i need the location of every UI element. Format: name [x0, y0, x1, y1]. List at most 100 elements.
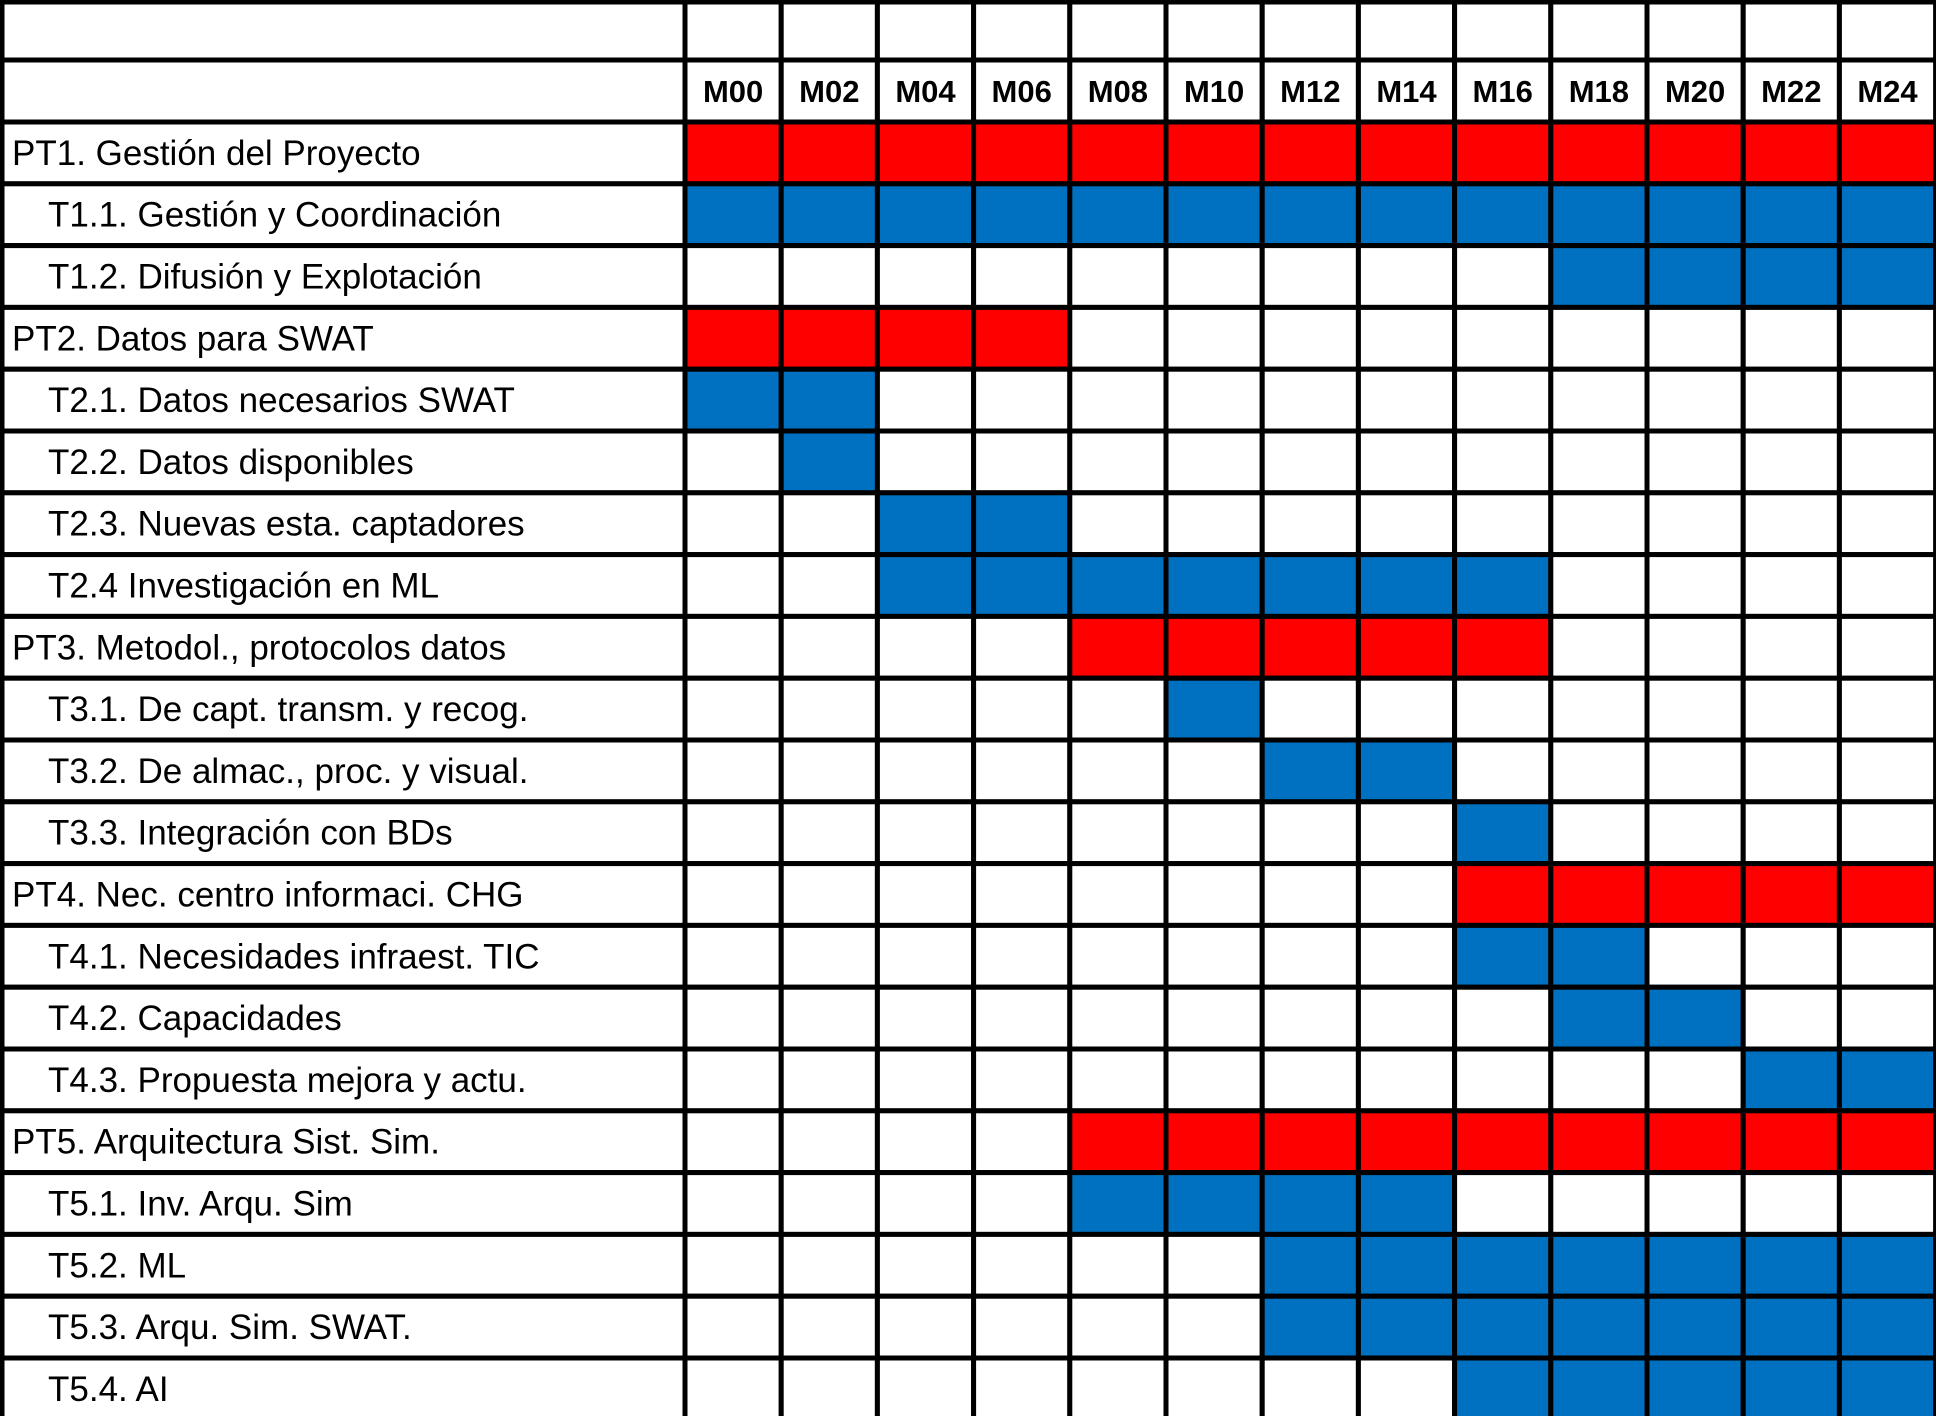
header-blank-cell — [682, 0, 784, 63]
empty-period-cell — [1355, 861, 1458, 928]
empty-period-cell — [874, 1108, 977, 1176]
empty-period-cell — [971, 675, 1073, 743]
empty-period-cell — [778, 799, 880, 867]
empty-period-cell — [1355, 243, 1458, 310]
empty-period-cell — [1836, 304, 1936, 372]
active-period-cell — [1548, 1355, 1650, 1416]
header-blank-cell — [1452, 0, 1554, 63]
active-period-cell — [1740, 1231, 1842, 1299]
month-header-cell — [682, 57, 784, 125]
empty-period-cell — [1355, 984, 1458, 1052]
row-label: T2.3. Nuevas esta. captadores — [48, 505, 525, 544]
empty-period-cell — [1452, 366, 1554, 434]
active-period-cell — [1452, 552, 1554, 619]
task-row: T4.2. Capacidades — [0, 984, 1936, 1052]
empty-period-cell — [778, 552, 880, 619]
task-row: T5.4. AI — [0, 1355, 1936, 1416]
row-label: T3.1. De capt. transm. y recog. — [48, 690, 528, 729]
active-period-cell — [1355, 1231, 1458, 1299]
empty-period-cell — [1644, 490, 1746, 558]
empty-period-cell — [1644, 922, 1746, 990]
row-label: T5.3. Arqu. Sim. SWAT. — [48, 1308, 412, 1347]
empty-period-cell — [1067, 490, 1169, 558]
active-period-cell — [1452, 922, 1554, 990]
empty-period-cell — [874, 922, 977, 990]
empty-period-cell — [1067, 799, 1169, 867]
empty-period-cell — [1163, 984, 1265, 1052]
header-month-label-cell — [0, 57, 688, 125]
empty-period-cell — [1067, 243, 1169, 310]
empty-period-cell — [1836, 490, 1936, 558]
active-period-cell — [1452, 613, 1554, 681]
month-header-cell — [1740, 57, 1842, 125]
empty-period-cell — [1355, 366, 1458, 434]
empty-period-cell — [778, 1108, 880, 1176]
row-label: T1.2. Difusión y Explotación — [48, 258, 482, 297]
empty-period-cell — [874, 243, 977, 310]
active-period-cell — [1836, 181, 1936, 249]
active-period-cell — [1740, 181, 1842, 249]
empty-period-cell — [1163, 1046, 1265, 1114]
empty-period-cell — [971, 428, 1073, 496]
row-label-cell — [0, 737, 688, 805]
active-period-cell — [1355, 737, 1458, 805]
active-period-cell — [1548, 243, 1650, 310]
active-period-cell — [1452, 1293, 1554, 1361]
empty-period-cell — [1548, 737, 1650, 805]
empty-period-cell — [682, 922, 784, 990]
header-blank-cell — [874, 0, 977, 63]
task-row: T4.3. Propuesta mejora y actu. — [0, 1046, 1936, 1114]
row-label: T5.1. Inv. Arqu. Sim — [48, 1185, 353, 1224]
empty-period-cell — [1548, 1170, 1650, 1237]
active-period-cell — [1836, 1355, 1936, 1416]
active-period-cell — [1452, 1108, 1554, 1176]
empty-period-cell — [1836, 552, 1936, 619]
empty-period-cell — [682, 1108, 784, 1176]
empty-period-cell — [1740, 366, 1842, 434]
empty-period-cell — [1644, 428, 1746, 496]
active-period-cell — [1067, 181, 1169, 249]
empty-period-cell — [1067, 1231, 1169, 1299]
row-label-cell — [0, 552, 688, 619]
task-row: T4.1. Necesidades infraest. TIC — [0, 922, 1936, 990]
empty-period-cell — [1163, 922, 1265, 990]
empty-period-cell — [1067, 1355, 1169, 1416]
active-period-cell — [1740, 861, 1842, 928]
empty-period-cell — [874, 366, 977, 434]
empty-period-cell — [1836, 799, 1936, 867]
empty-period-cell — [778, 1355, 880, 1416]
task-rows: PT1. Gestión del Proyecto T1.1. Gestión y… — [0, 119, 1936, 1416]
empty-period-cell — [874, 861, 977, 928]
empty-period-cell — [1163, 861, 1265, 928]
active-period-cell — [971, 552, 1073, 619]
header-blank-cell — [1259, 0, 1361, 63]
work-package-row: PT3. Metodol., protocolos datos — [0, 613, 1936, 681]
active-period-cell — [682, 119, 784, 187]
work-package-row: PT1. Gestión del Proyecto — [0, 119, 1936, 187]
empty-period-cell — [1548, 552, 1650, 619]
empty-period-cell — [1355, 1046, 1458, 1114]
active-period-cell — [1259, 1108, 1361, 1176]
empty-period-cell — [1355, 428, 1458, 496]
empty-period-cell — [1836, 613, 1936, 681]
row-label: T5.2. ML — [48, 1246, 186, 1285]
month-label-m18: M18 — [1569, 74, 1629, 109]
row-label-cell — [0, 243, 688, 310]
active-period-cell — [1163, 1108, 1265, 1176]
month-label-m00: M00 — [703, 74, 763, 109]
header-blank-cell — [971, 0, 1073, 63]
month-label-m24: M24 — [1857, 74, 1918, 109]
empty-period-cell — [1259, 366, 1361, 434]
active-period-cell — [778, 366, 880, 434]
empty-period-cell — [1067, 428, 1169, 496]
row-label: T3.3. Integración con BDs — [48, 814, 453, 853]
empty-period-cell — [874, 1231, 977, 1299]
active-period-cell — [1163, 119, 1265, 187]
task-row: T1.1. Gestión y Coordinación — [0, 181, 1936, 249]
active-period-cell — [1836, 861, 1936, 928]
task-row: T2.3. Nuevas esta. captadores — [0, 490, 1936, 558]
active-period-cell — [1259, 181, 1361, 249]
empty-period-cell — [1067, 984, 1169, 1052]
empty-period-cell — [1163, 1293, 1265, 1361]
task-row: T3.2. De almac., proc. y visual. — [0, 737, 1936, 805]
